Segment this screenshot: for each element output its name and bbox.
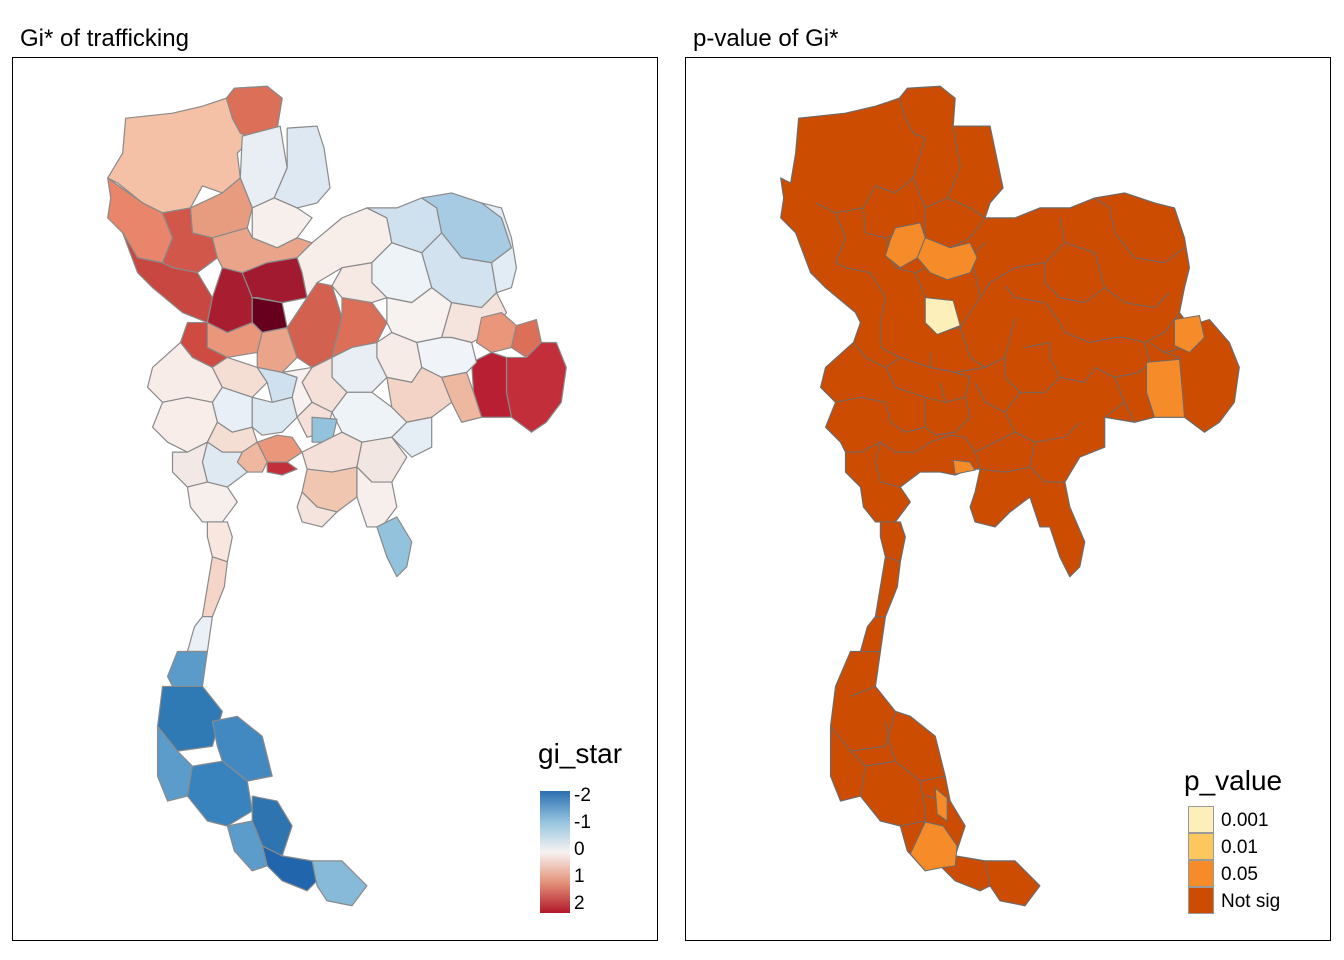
province-region xyxy=(441,371,483,423)
province-region xyxy=(206,521,233,563)
gi-star-legend-label: -2 xyxy=(574,785,591,806)
province-region xyxy=(201,556,228,618)
gi-star-legend-title: gi_star xyxy=(538,738,623,769)
province-region xyxy=(186,481,238,523)
p-value-legend-label: 0.05 xyxy=(1221,864,1258,885)
right-map-frame: p_value 0.001 0.01 0.05 Not sig xyxy=(685,57,1331,941)
province-region xyxy=(186,616,213,653)
left-map-frame: gi_star -2 -1 0 1 2 xyxy=(12,57,658,941)
province-region xyxy=(226,820,268,872)
gi-star-legend-label: -1 xyxy=(574,812,591,833)
sig-p-0-05-region xyxy=(916,237,978,281)
province-region xyxy=(301,431,363,473)
province-region xyxy=(186,760,253,827)
left-map-title: Gi* of trafficking xyxy=(20,25,189,52)
province-region xyxy=(266,461,298,476)
country-outline xyxy=(780,85,1240,907)
province-region xyxy=(475,311,518,354)
p-value-legend-label: Not sig xyxy=(1221,891,1281,912)
province-region xyxy=(261,845,323,892)
sig-p-0-01-region xyxy=(952,459,976,475)
sig-p-0-05-region xyxy=(1173,315,1205,354)
right-map-title: p-value of Gi* xyxy=(693,25,839,52)
p-value-legend-title: p_value xyxy=(1184,765,1283,796)
gi-star-legend-label: 2 xyxy=(574,893,585,914)
gi-star-legend-label: 1 xyxy=(574,866,585,887)
province-region xyxy=(273,125,331,209)
p-value-choropleth-map xyxy=(780,85,1240,907)
gi-star-gradient-colorbar xyxy=(540,791,570,913)
p-value-swatch-not-sig xyxy=(1188,887,1214,914)
sig-p-0-05-region xyxy=(1146,358,1185,418)
province-region xyxy=(296,491,338,528)
p-value-swatch-0-001 xyxy=(1188,806,1214,833)
province-region xyxy=(311,860,368,907)
p-value-swatch-0-01 xyxy=(1188,833,1214,860)
p-value-legend-label: 0.01 xyxy=(1221,837,1258,858)
sig-p-0-05-region xyxy=(884,222,926,269)
province-region xyxy=(331,262,388,304)
gi-star-choropleth-map xyxy=(107,85,567,907)
sig-p-0-001-region xyxy=(924,297,961,336)
sig-p-0-05-region xyxy=(934,786,948,822)
province-region xyxy=(356,466,398,528)
province-region xyxy=(505,341,567,433)
sig-p-0-05-region xyxy=(909,821,958,872)
p-value-legend-label: 0.001 xyxy=(1221,810,1269,831)
gi-star-legend-label: 0 xyxy=(574,839,585,860)
province-region xyxy=(376,516,413,578)
province-region xyxy=(171,441,208,488)
province-region xyxy=(480,202,518,294)
province-region xyxy=(391,416,433,458)
p-value-swatch-0-05 xyxy=(1188,860,1214,887)
province-region xyxy=(251,396,298,436)
province-region xyxy=(161,207,218,274)
